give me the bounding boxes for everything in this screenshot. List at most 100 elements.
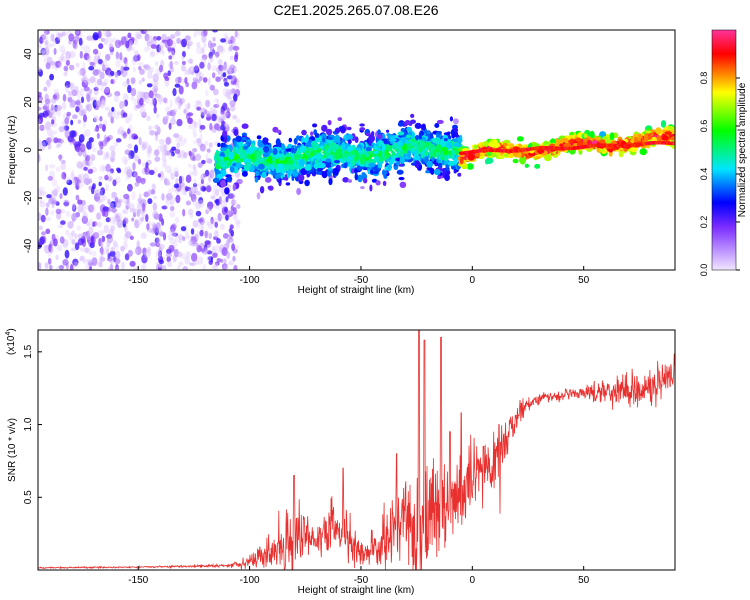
heatmap-cell (459, 157, 464, 165)
heatmap-cell (235, 135, 243, 142)
heatmap-cell (223, 81, 230, 87)
heatmap-cell (38, 155, 41, 163)
heatmap-cell (69, 172, 75, 181)
heatmap-cell (135, 246, 142, 256)
heatmap-cell (81, 205, 87, 214)
heatmap-cell (340, 125, 346, 134)
heatmap-cell (48, 243, 52, 253)
heatmap-cell (256, 151, 261, 157)
heatmap-cell (125, 205, 129, 210)
heatmap-cell (89, 76, 96, 83)
heatmap-cell (51, 190, 58, 197)
heatmap-cell (664, 131, 672, 135)
heatmap-cell (222, 170, 227, 177)
heatmap-cell (213, 229, 220, 238)
heatmap-cell (225, 111, 231, 119)
heatmap-cell (220, 147, 227, 152)
heatmap-cell (165, 199, 169, 209)
heatmap-cell (190, 152, 195, 161)
heatmap-cell (212, 177, 220, 183)
heatmap-cell (65, 229, 70, 236)
heatmap-cell (215, 51, 220, 59)
heatmap-cell (161, 149, 167, 156)
heatmap-cell (184, 107, 189, 116)
heatmap-cell (60, 220, 66, 225)
heatmap-cell (146, 45, 151, 51)
heatmap-cell (304, 142, 312, 148)
heatmap-cell (301, 129, 307, 136)
heatmap-cell (449, 160, 455, 166)
heatmap-cell (354, 136, 359, 143)
heatmap-cell (95, 69, 101, 74)
heatmap-cell (49, 264, 53, 270)
heatmap-cell (169, 201, 174, 206)
heatmap-cell (66, 111, 71, 117)
heatmap-cell (192, 148, 198, 153)
heatmap-cell (328, 144, 334, 151)
heatmap-cell (194, 153, 202, 161)
heatmap-cell (141, 254, 148, 264)
heatmap-cell (136, 90, 143, 100)
top-y-tick-label: 20 (23, 96, 34, 108)
heatmap-cell (165, 165, 172, 174)
heatmap-cell (79, 173, 86, 182)
heatmap-cell (209, 257, 213, 263)
heatmap-cell (76, 161, 84, 169)
heatmap-cell (162, 97, 168, 104)
heatmap-cell (114, 242, 119, 250)
heatmap-cell (45, 121, 51, 130)
heatmap-cell (154, 237, 160, 244)
heatmap-cell (373, 155, 380, 162)
heatmap-cell (49, 73, 54, 81)
heatmap-cell (236, 149, 241, 153)
heatmap-cell (172, 254, 177, 263)
heatmap-cell (110, 225, 114, 235)
heatmap-cell (102, 156, 107, 161)
heatmap-cell (187, 102, 191, 110)
heatmap-cell (107, 171, 113, 177)
heatmap-cell (143, 94, 147, 102)
heatmap-cell (211, 65, 217, 72)
heatmap-cell (69, 64, 75, 71)
heatmap-cell (55, 31, 60, 39)
heatmap-cell (81, 77, 86, 83)
heatmap-cell (192, 120, 196, 127)
heatmap-cell (228, 151, 235, 160)
heatmap-cell (88, 137, 94, 143)
heatmap-cell (144, 166, 148, 173)
heatmap-cell (363, 177, 368, 184)
heatmap-cell (222, 199, 226, 204)
heatmap-cell (44, 40, 49, 45)
heatmap-cell (233, 128, 239, 137)
heatmap-cell (166, 193, 173, 201)
heatmap-cell (297, 174, 305, 182)
heatmap-cell (38, 69, 43, 77)
heatmap-cell (157, 266, 162, 270)
heatmap-cell (97, 78, 103, 86)
heatmap-cell (124, 149, 131, 155)
heatmap-cell (76, 98, 81, 108)
heatmap-cell (58, 126, 65, 133)
heatmap-cell (165, 136, 172, 145)
heatmap-cell (103, 89, 110, 94)
heatmap-cell (228, 260, 234, 266)
heatmap-cell (154, 156, 161, 162)
heatmap-cell (158, 243, 165, 250)
heatmap-cell (75, 146, 81, 153)
bottom-x-tick-label: 50 (578, 575, 590, 586)
heatmap-cell (153, 105, 157, 114)
heatmap-cell (191, 252, 198, 262)
heatmap-cell (48, 110, 52, 117)
scale-label-prefix: (x10 (6, 335, 17, 355)
heatmap-cell (192, 126, 197, 136)
heatmap-cell (201, 248, 205, 253)
heatmap-cell (174, 234, 179, 243)
heatmap-cell (643, 133, 649, 141)
heatmap-cell (235, 118, 241, 124)
bottom-x-tick-label: -150 (128, 575, 148, 586)
heatmap-cell (83, 177, 91, 186)
heatmap-cell (175, 194, 181, 204)
heatmap-cell (153, 213, 160, 220)
heatmap-cell (93, 117, 97, 123)
heatmap-cell (140, 232, 147, 239)
